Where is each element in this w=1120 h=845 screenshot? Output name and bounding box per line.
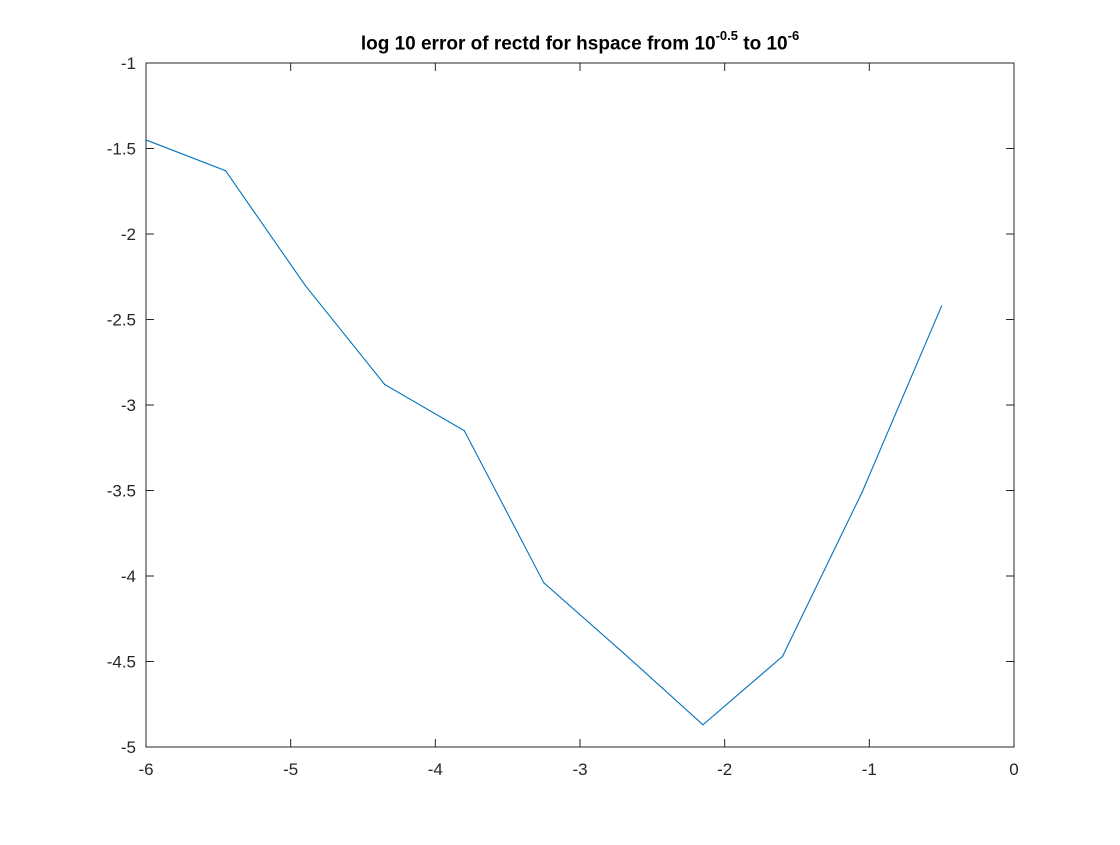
chart-title-superscript-2: -6 [787, 28, 800, 43]
chart-title: log 10 error of rectd for hspace from 10… [146, 28, 1014, 55]
y-tick-label: -4 [121, 567, 136, 586]
chart-title-middle: to 10 [737, 33, 788, 55]
x-tick-label: -5 [283, 760, 298, 779]
data-point [861, 491, 863, 493]
data-point [463, 430, 465, 432]
x-tick-label: 0 [1009, 760, 1018, 779]
data-point [145, 139, 147, 141]
y-tick-label: -1.5 [107, 140, 136, 159]
data-point [941, 305, 943, 307]
y-tick-label: -4.5 [107, 653, 136, 672]
y-axis: -1 -1.5 -2 -2.5 -3 -3.5 -4 -4.5 -5 [107, 54, 1014, 757]
data-point [622, 652, 625, 654]
y-tick-label: -1 [121, 54, 136, 73]
data-point [702, 724, 704, 726]
x-axis: -6 -5 -4 -3 -2 -1 0 [138, 63, 1019, 779]
data-point [304, 284, 306, 286]
plot-area [145, 62, 1015, 748]
y-tick-label: -3.5 [107, 482, 136, 501]
x-tick-label: -4 [428, 760, 443, 779]
data-point [543, 582, 545, 584]
chart-title-prefix: log 10 error of rectd for hspace from 10 [360, 33, 716, 55]
x-tick-label: -1 [862, 760, 877, 779]
series-layer [145, 139, 943, 726]
chart-title-superscript-1: -0.5 [715, 28, 738, 43]
data-point [781, 655, 784, 657]
y-tick-label: -2.5 [107, 311, 136, 330]
y-tick-label: -3 [121, 396, 136, 415]
y-tick-label: -5 [121, 738, 136, 757]
y-tick-label: -2 [121, 225, 136, 244]
data-point [224, 170, 227, 172]
x-tick-label: -3 [572, 760, 587, 779]
x-tick-label: -2 [717, 760, 732, 779]
data-point [384, 383, 386, 386]
x-tick-label: -6 [138, 760, 153, 779]
